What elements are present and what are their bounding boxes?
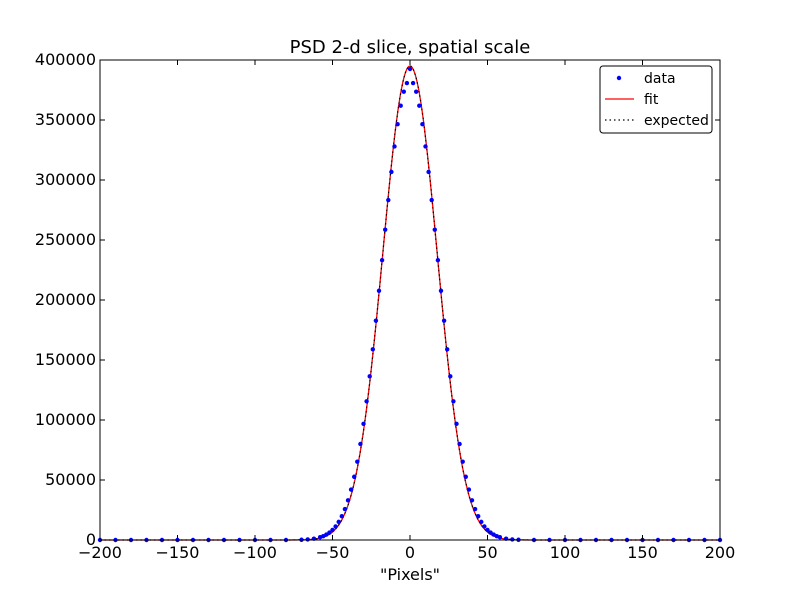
data-point [305, 537, 310, 542]
x-axis-label: "Pixels" [380, 565, 440, 584]
data-point [339, 514, 344, 519]
data-point [333, 524, 338, 529]
data-point [336, 519, 341, 525]
data-point [327, 530, 332, 535]
data-point [445, 347, 450, 352]
data-point [482, 524, 487, 529]
data-point [451, 399, 456, 404]
data-point [457, 441, 462, 447]
data-point [348, 487, 354, 492]
data-point [414, 89, 419, 94]
data-point [476, 514, 481, 519]
legend: data fit expected [599, 65, 713, 134]
x-tick-label: −100 [233, 543, 277, 562]
data-point [367, 374, 372, 379]
y-tick-label: 300000 [35, 170, 96, 189]
x-tick-label: 0 [405, 543, 415, 562]
data-point [448, 374, 453, 379]
data-point [510, 537, 515, 542]
data-point [358, 441, 363, 447]
data-point [488, 530, 493, 535]
data-point [376, 288, 382, 293]
data-point [460, 459, 465, 464]
ticks-layer: −200 −150 −100 −50 0 50 100 150 200 0 50000 100000 1… [35, 50, 735, 562]
data-point [463, 474, 468, 479]
data-point [438, 288, 444, 293]
data-point [395, 122, 400, 127]
data-point [379, 257, 385, 263]
x-tick-label: 150 [627, 543, 658, 562]
x-tick-label: 200 [705, 543, 736, 562]
y-tick-label: 100000 [35, 410, 96, 429]
data-point [479, 519, 484, 525]
data-point [386, 197, 391, 203]
data-point [401, 89, 406, 94]
x-tick-label: 50 [477, 543, 497, 562]
legend-data-marker [616, 75, 622, 81]
y-tick-label: 150000 [35, 350, 96, 369]
data-point [466, 487, 472, 492]
data-point [435, 257, 441, 263]
data-point [355, 459, 360, 464]
data-point [383, 227, 388, 232]
data-point [426, 169, 431, 175]
plot-area [100, 60, 720, 540]
data-point [469, 498, 475, 503]
y-tick-label: 50000 [45, 470, 96, 489]
data-point [410, 80, 416, 86]
data-point [389, 169, 394, 175]
data-point [441, 318, 447, 323]
data-point [417, 103, 422, 108]
legend-box [599, 65, 713, 134]
y-tick-label: 200000 [35, 290, 96, 309]
data-point [364, 399, 369, 404]
data-point [345, 498, 351, 503]
data-point [373, 318, 379, 323]
x-tick-label: −50 [316, 543, 350, 562]
data-point [324, 532, 329, 537]
data-point [361, 421, 366, 427]
y-tick-label: 400000 [35, 50, 96, 69]
data-point [398, 103, 403, 108]
legend-label-data: data [644, 71, 676, 87]
y-tick-label: 350000 [35, 110, 96, 129]
data-point [472, 506, 478, 512]
data-point [429, 197, 434, 203]
y-tick-label: 0 [86, 530, 96, 549]
x-tick-label: −150 [156, 543, 200, 562]
data-point [392, 144, 397, 149]
data-point [342, 506, 348, 512]
data-point [485, 527, 490, 533]
x-tick-label: −200 [78, 543, 122, 562]
data-point [330, 527, 335, 533]
data-point [352, 474, 357, 479]
data-point [420, 122, 425, 127]
y-tick-label: 250000 [35, 230, 96, 249]
data-point [404, 80, 410, 86]
data-point [454, 421, 459, 427]
data-point [497, 535, 503, 540]
legend-label-fit: fit [644, 92, 659, 108]
x-tick-label: 100 [550, 543, 581, 562]
data-point [423, 144, 428, 149]
legend-label-expected: expected [644, 113, 709, 129]
data-point [407, 66, 413, 72]
chart-title: PSD 2-d slice, spatial scale [290, 37, 531, 58]
data-point [432, 227, 437, 232]
data-point [370, 347, 375, 352]
